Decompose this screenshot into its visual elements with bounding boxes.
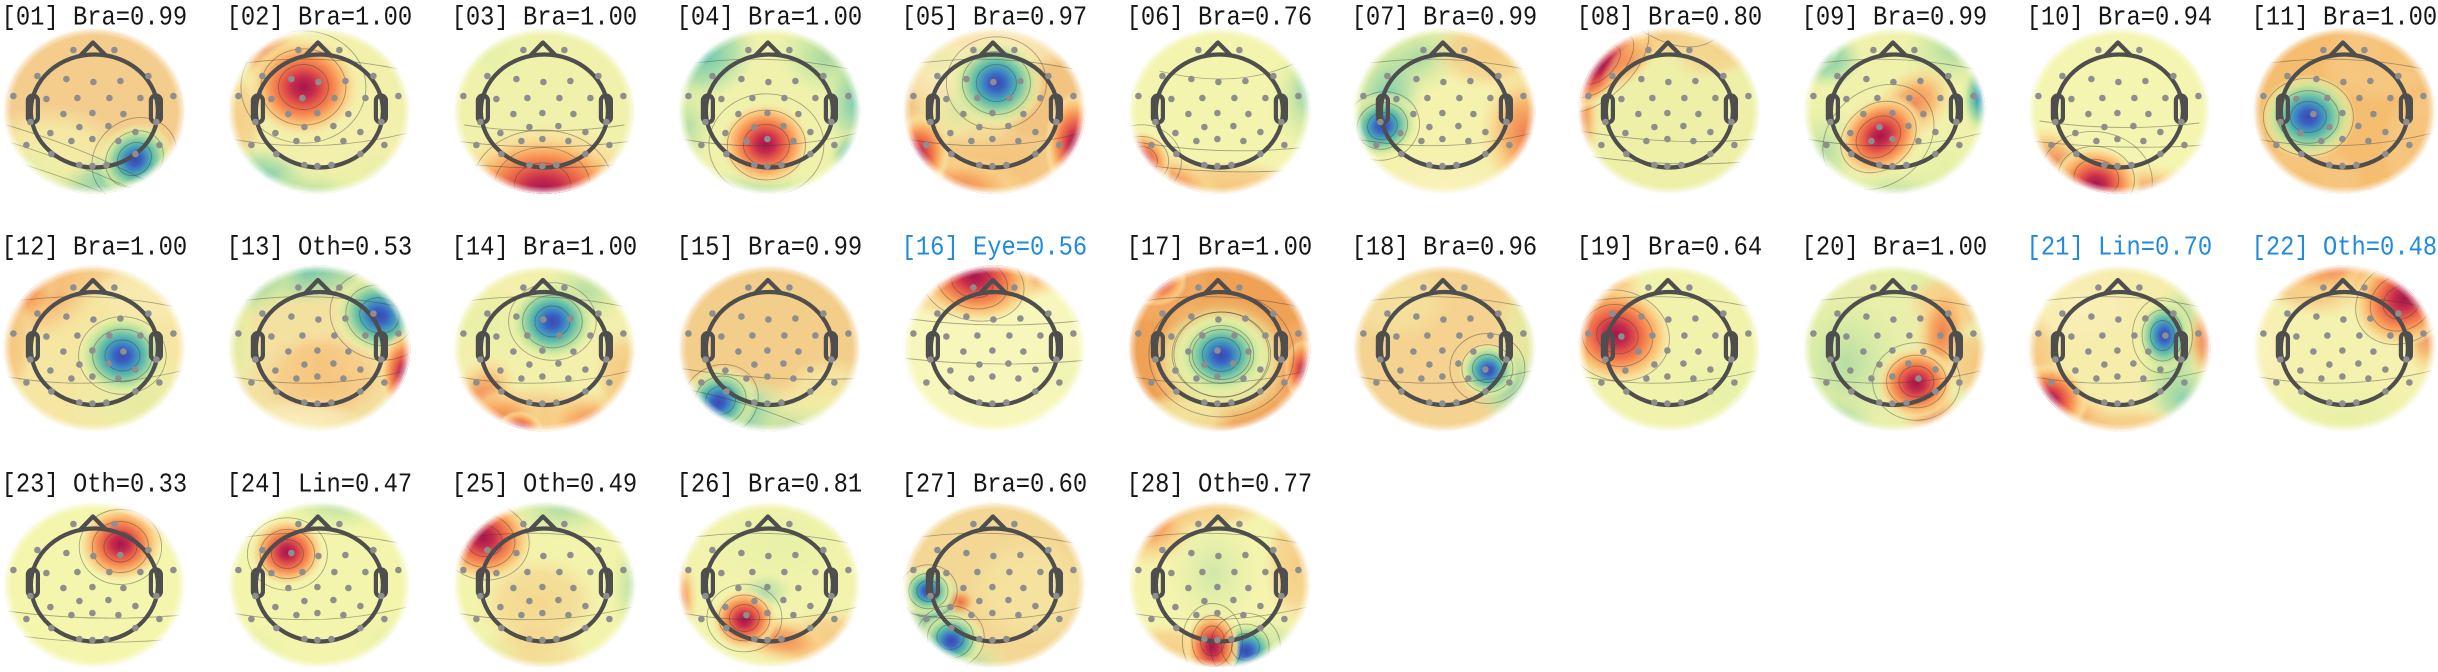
svg-text:[15] Bra=0.99: [15] Bra=0.99 [677,234,863,264]
svg-text:[19] Bra=0.64: [19] Bra=0.64 [1577,234,1763,264]
svg-text:[24] Lin=0.47: [24] Lin=0.47 [227,471,413,501]
svg-text:[14] Bra=1.00: [14] Bra=1.00 [452,234,638,264]
svg-text:[25] Oth=0.49: [25] Oth=0.49 [452,471,638,501]
svg-text:[10] Bra=0.94: [10] Bra=0.94 [2027,3,2213,33]
svg-text:[16] Eye=0.56: [16] Eye=0.56 [902,234,1088,264]
svg-text:[20] Bra=1.00: [20] Bra=1.00 [1802,234,1988,264]
svg-text:[01] Bra=0.99: [01] Bra=0.99 [2,3,188,33]
svg-text:[18] Bra=0.96: [18] Bra=0.96 [1352,234,1538,264]
svg-text:[12] Bra=1.00: [12] Bra=1.00 [2,234,188,264]
svg-text:[27] Bra=0.60: [27] Bra=0.60 [902,471,1088,501]
svg-text:[28] Oth=0.77: [28] Oth=0.77 [1127,471,1313,501]
svg-text:[23] Oth=0.33: [23] Oth=0.33 [2,471,188,501]
svg-text:[04] Bra=1.00: [04] Bra=1.00 [677,3,863,33]
svg-text:[21] Lin=0.70: [21] Lin=0.70 [2027,234,2213,264]
svg-text:[02] Bra=1.00: [02] Bra=1.00 [227,3,413,33]
svg-text:[03] Bra=1.00: [03] Bra=1.00 [452,3,638,33]
svg-text:[26] Bra=0.81: [26] Bra=0.81 [677,471,863,501]
svg-text:[09] Bra=0.99: [09] Bra=0.99 [1802,3,1988,33]
svg-text:[11] Bra=1.00: [11] Bra=1.00 [2252,3,2438,33]
svg-text:[08] Bra=0.80: [08] Bra=0.80 [1577,3,1763,33]
svg-text:[13] Oth=0.53: [13] Oth=0.53 [227,234,413,264]
svg-text:[07] Bra=0.99: [07] Bra=0.99 [1352,3,1538,33]
svg-text:[06] Bra=0.76: [06] Bra=0.76 [1127,3,1313,33]
svg-text:[05] Bra=0.97: [05] Bra=0.97 [902,3,1088,33]
svg-text:[17] Bra=1.00: [17] Bra=1.00 [1127,234,1313,264]
svg-text:[22] Oth=0.48: [22] Oth=0.48 [2252,234,2438,264]
